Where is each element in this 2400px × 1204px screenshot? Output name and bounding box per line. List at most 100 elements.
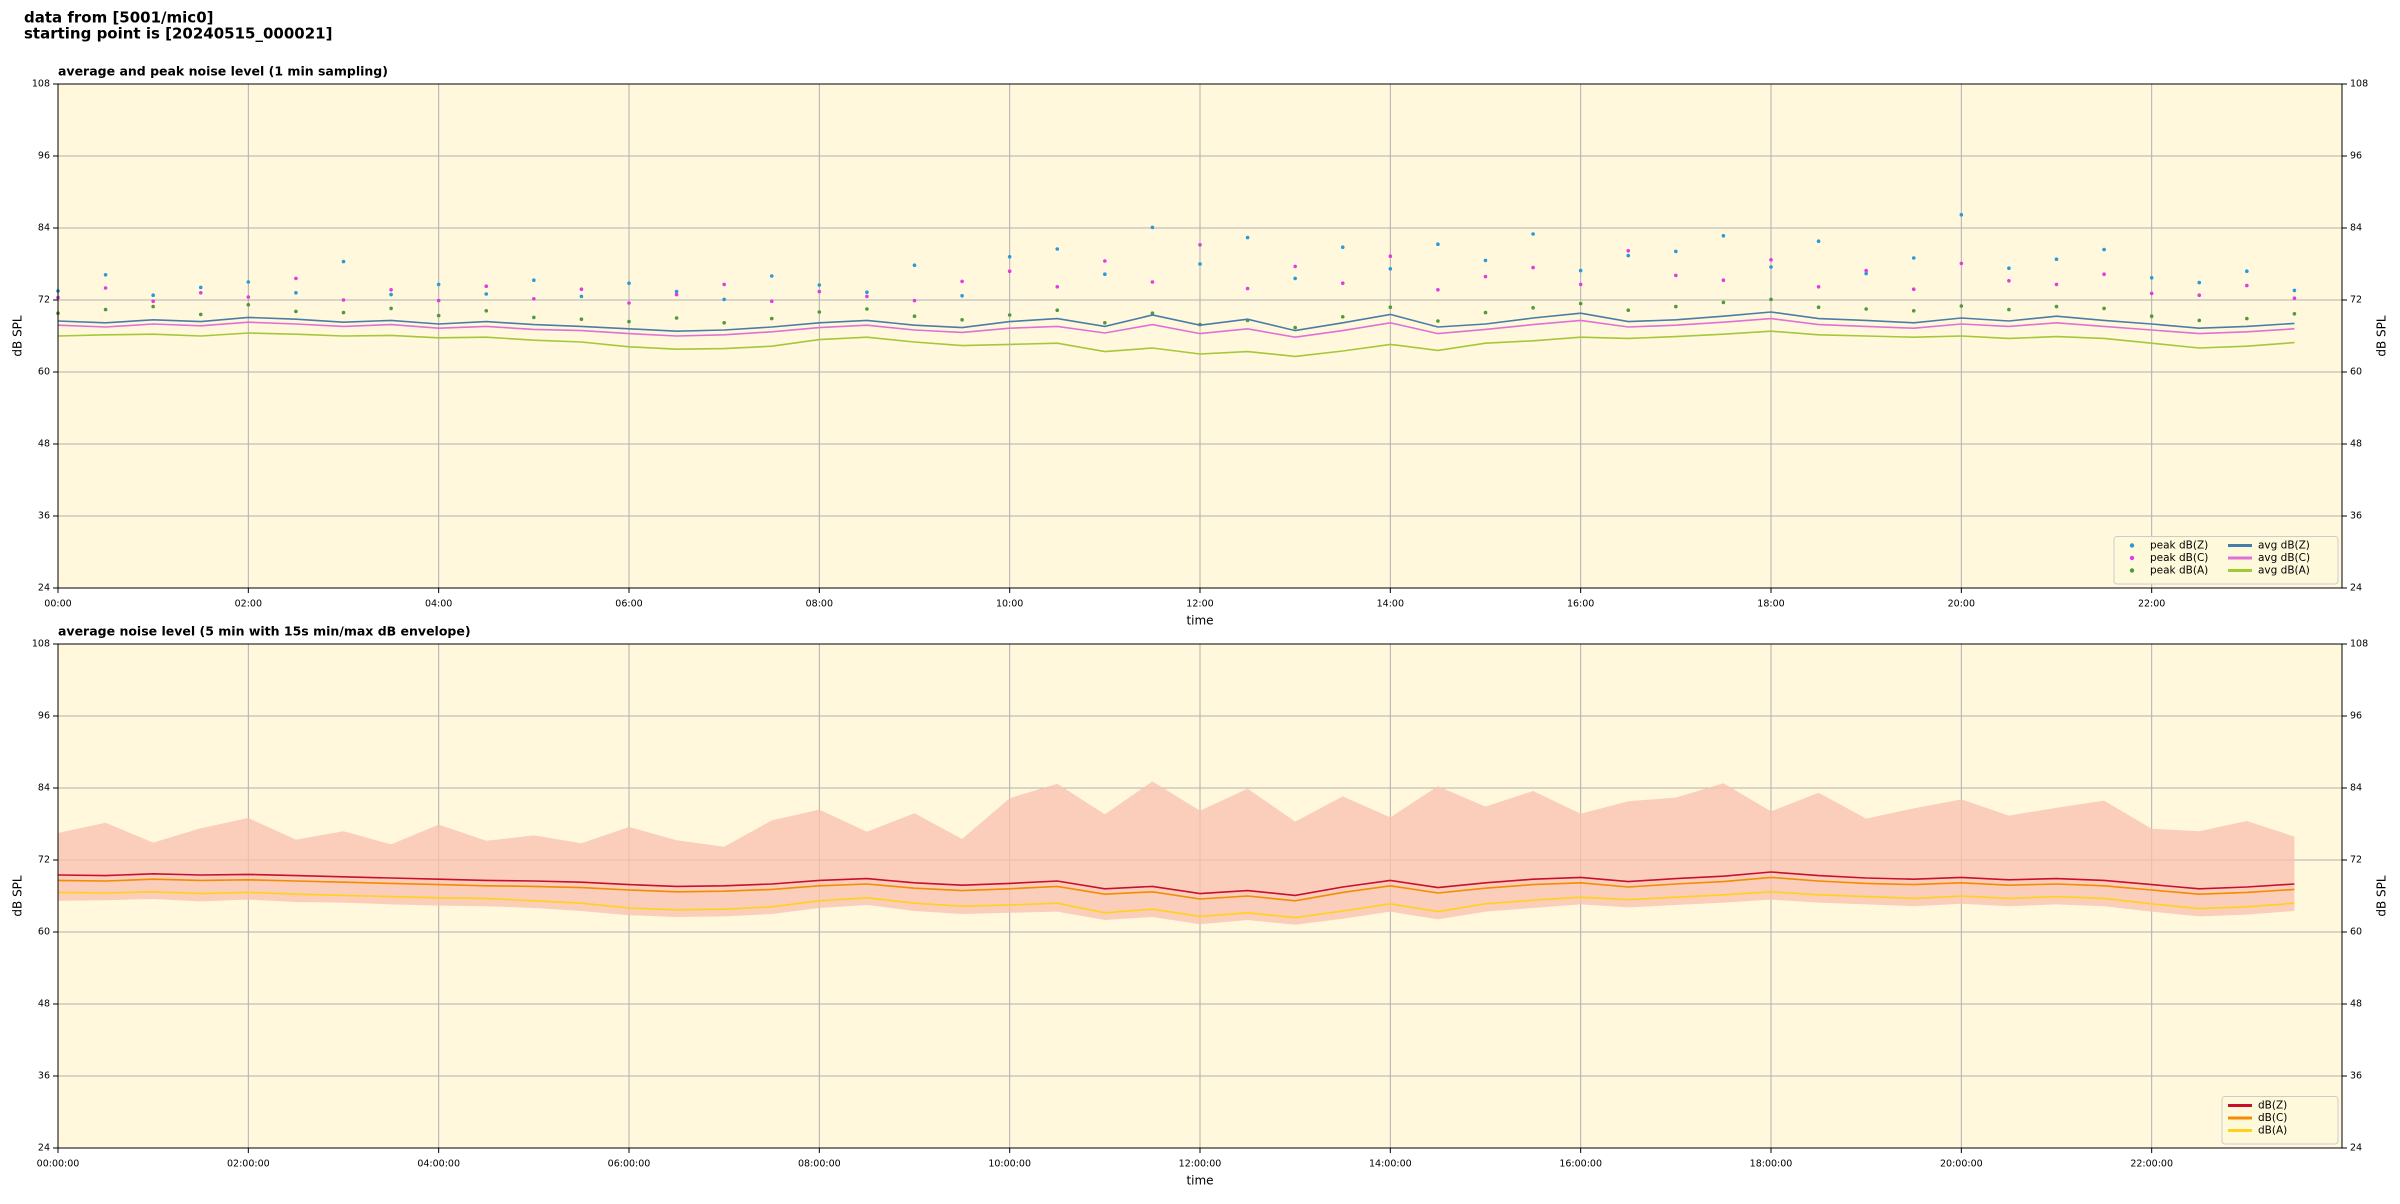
x-tick-label: 12:00:00 xyxy=(1179,1159,1222,1170)
peak-point xyxy=(2054,304,2059,309)
peak-point xyxy=(1103,259,1107,263)
peak-point xyxy=(1293,264,1297,269)
x-tick-label: 10:00:00 xyxy=(988,1159,1031,1170)
x-tick-label: 20:00 xyxy=(1948,599,1975,610)
y-tick-label: 48 xyxy=(2350,439,2362,450)
y-tick-label: 48 xyxy=(2350,999,2362,1010)
y-tick-label: 96 xyxy=(2350,711,2362,722)
peak-point xyxy=(1293,276,1297,281)
peak-point xyxy=(627,319,631,324)
peak-point xyxy=(1864,307,1868,311)
legend-label: peak dB(A) xyxy=(2150,565,2208,577)
peak-point xyxy=(2007,307,2011,312)
y-tick-label: 60 xyxy=(38,367,50,378)
peak-point xyxy=(1864,268,1868,273)
peak-point xyxy=(246,295,251,299)
peak-point xyxy=(389,306,393,311)
peak-point xyxy=(341,310,346,315)
y-tick-label: 108 xyxy=(32,639,50,650)
legend-label: peak dB(Z) xyxy=(2150,540,2208,552)
peak-point xyxy=(1769,265,1773,269)
y-tick-label: 84 xyxy=(38,783,50,794)
subplot-title: average and peak noise level (1 min samp… xyxy=(58,64,388,79)
series-line xyxy=(57,317,2295,339)
peak-point xyxy=(436,313,441,318)
y-tick-label: 108 xyxy=(2350,79,2368,90)
peak-point xyxy=(2149,314,2154,319)
subplot: average and peak noise level (1 min samp… xyxy=(11,64,2389,628)
peak-point xyxy=(341,259,346,264)
peak-point xyxy=(579,294,584,299)
y-tick-label: 72 xyxy=(38,855,50,866)
x-axis-label: time xyxy=(1186,614,1213,628)
peak-point xyxy=(579,287,584,292)
x-tick-label: 02:00:00 xyxy=(227,1159,270,1170)
peak-point xyxy=(865,307,869,311)
peak-point xyxy=(2197,280,2202,285)
peak-point xyxy=(151,304,155,309)
peak-point xyxy=(2197,318,2202,323)
peak-point xyxy=(817,310,822,314)
peak-point xyxy=(436,298,441,303)
x-tick-label: 04:00 xyxy=(425,599,452,610)
peak-point xyxy=(674,292,679,297)
page-title-line: data from [5001/mic0] xyxy=(24,9,214,27)
x-tick-label: 06:00:00 xyxy=(608,1159,651,1170)
peak-point xyxy=(103,286,108,290)
peak-point xyxy=(1816,239,1821,243)
y-tick-label: 48 xyxy=(38,999,50,1010)
legend-label: dB(A) xyxy=(2258,1125,2287,1137)
plot-frame xyxy=(57,643,2343,1149)
peak-point xyxy=(912,298,917,303)
y-axis-label: dB SPL xyxy=(2375,315,2389,357)
legend: peak dB(Z)peak dB(C)peak dB(A)avg dB(Z)a… xyxy=(2113,536,2339,585)
peak-point xyxy=(960,318,964,322)
peak-point xyxy=(1578,282,1583,287)
peak-point xyxy=(1340,245,1345,249)
x-tick-label: 18:00 xyxy=(1757,599,1784,610)
peak-point xyxy=(1721,300,1726,305)
peak-point xyxy=(246,280,251,284)
peak-point xyxy=(1959,261,1964,266)
peak-point xyxy=(2102,247,2106,252)
subplot-title: average noise level (5 min with 15s min/… xyxy=(58,624,471,639)
x-tick-label: 02:00 xyxy=(235,599,262,610)
x-tick-label: 14:00:00 xyxy=(1369,1159,1412,1170)
peak-point xyxy=(246,303,251,307)
peak-point xyxy=(103,307,108,312)
y-tick-label: 24 xyxy=(38,583,50,594)
y-tick-label: 72 xyxy=(2350,855,2362,866)
x-tick-label: 22:00:00 xyxy=(2130,1159,2173,1170)
peak-point xyxy=(484,309,489,313)
peak-point xyxy=(1911,287,1916,292)
x-tick-label: 00:00:00 xyxy=(37,1159,80,1170)
peak-point xyxy=(1626,249,1631,253)
peak-point xyxy=(2054,257,2059,262)
peak-point xyxy=(769,316,774,321)
y-tick-label: 60 xyxy=(38,927,50,938)
peak-point xyxy=(532,278,536,283)
x-tick-label: 12:00 xyxy=(1186,599,1213,610)
peak-point xyxy=(722,297,726,302)
peak-point xyxy=(1388,305,1393,310)
peak-point xyxy=(1198,262,1202,266)
peak-point xyxy=(151,299,155,304)
peak-point xyxy=(1959,304,1964,308)
series-line xyxy=(57,876,2295,902)
y-tick-label: 108 xyxy=(2350,639,2368,650)
peak-point xyxy=(1626,253,1631,258)
peak-point xyxy=(627,301,631,305)
peak-point xyxy=(1150,280,1155,284)
peak-point xyxy=(1721,278,1726,283)
peak-point xyxy=(2292,296,2297,301)
peak-point xyxy=(865,290,869,295)
x-tick-label: 08:00 xyxy=(806,599,833,610)
peak-point xyxy=(1340,315,1345,319)
series-line xyxy=(57,311,2295,333)
legend-marker xyxy=(2129,568,2135,573)
peak-point xyxy=(532,297,536,301)
peak-point xyxy=(294,291,298,295)
peak-point xyxy=(2197,293,2202,298)
peak-point xyxy=(2292,312,2297,316)
